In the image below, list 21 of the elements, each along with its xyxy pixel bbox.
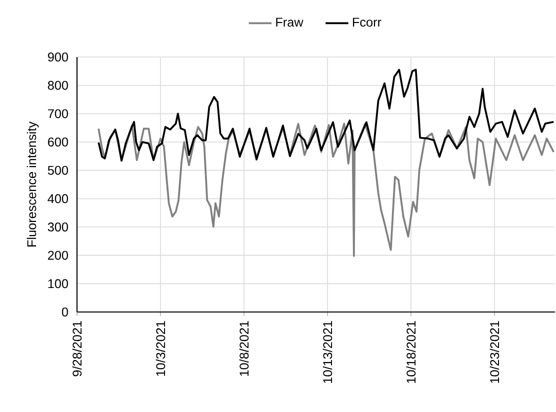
x-tick-label: 10/23/2021 <box>490 321 500 383</box>
legend-label: Fraw <box>276 18 304 27</box>
y-tick-label: 600 <box>48 138 68 146</box>
x-tick-label: 9/28/2021 <box>72 321 82 376</box>
y-axis-title: Fluorescence intensity <box>26 122 39 246</box>
x-tick-label: 10/18/2021 <box>406 321 416 383</box>
x-tick-label: 10/8/2021 <box>239 321 249 376</box>
x-tick-label: 10/3/2021 <box>156 321 166 376</box>
y-tick-label: 300 <box>48 222 68 232</box>
y-tick-label: 0 <box>62 308 68 316</box>
line-series <box>98 122 555 257</box>
y-tick-label: 400 <box>48 194 68 204</box>
x-tick-label: 10/13/2021 <box>322 321 332 383</box>
line-series <box>98 68 555 162</box>
y-tick-label: 800 <box>48 80 68 90</box>
legend-label: Fcorr <box>352 18 382 27</box>
y-tick-label: 500 <box>48 166 68 175</box>
y-tick-label: 100 <box>48 279 68 288</box>
y-tick-label: 200 <box>48 250 68 260</box>
y-tick-label: 900 <box>48 52 68 62</box>
y-tick-label: 700 <box>48 109 68 118</box>
